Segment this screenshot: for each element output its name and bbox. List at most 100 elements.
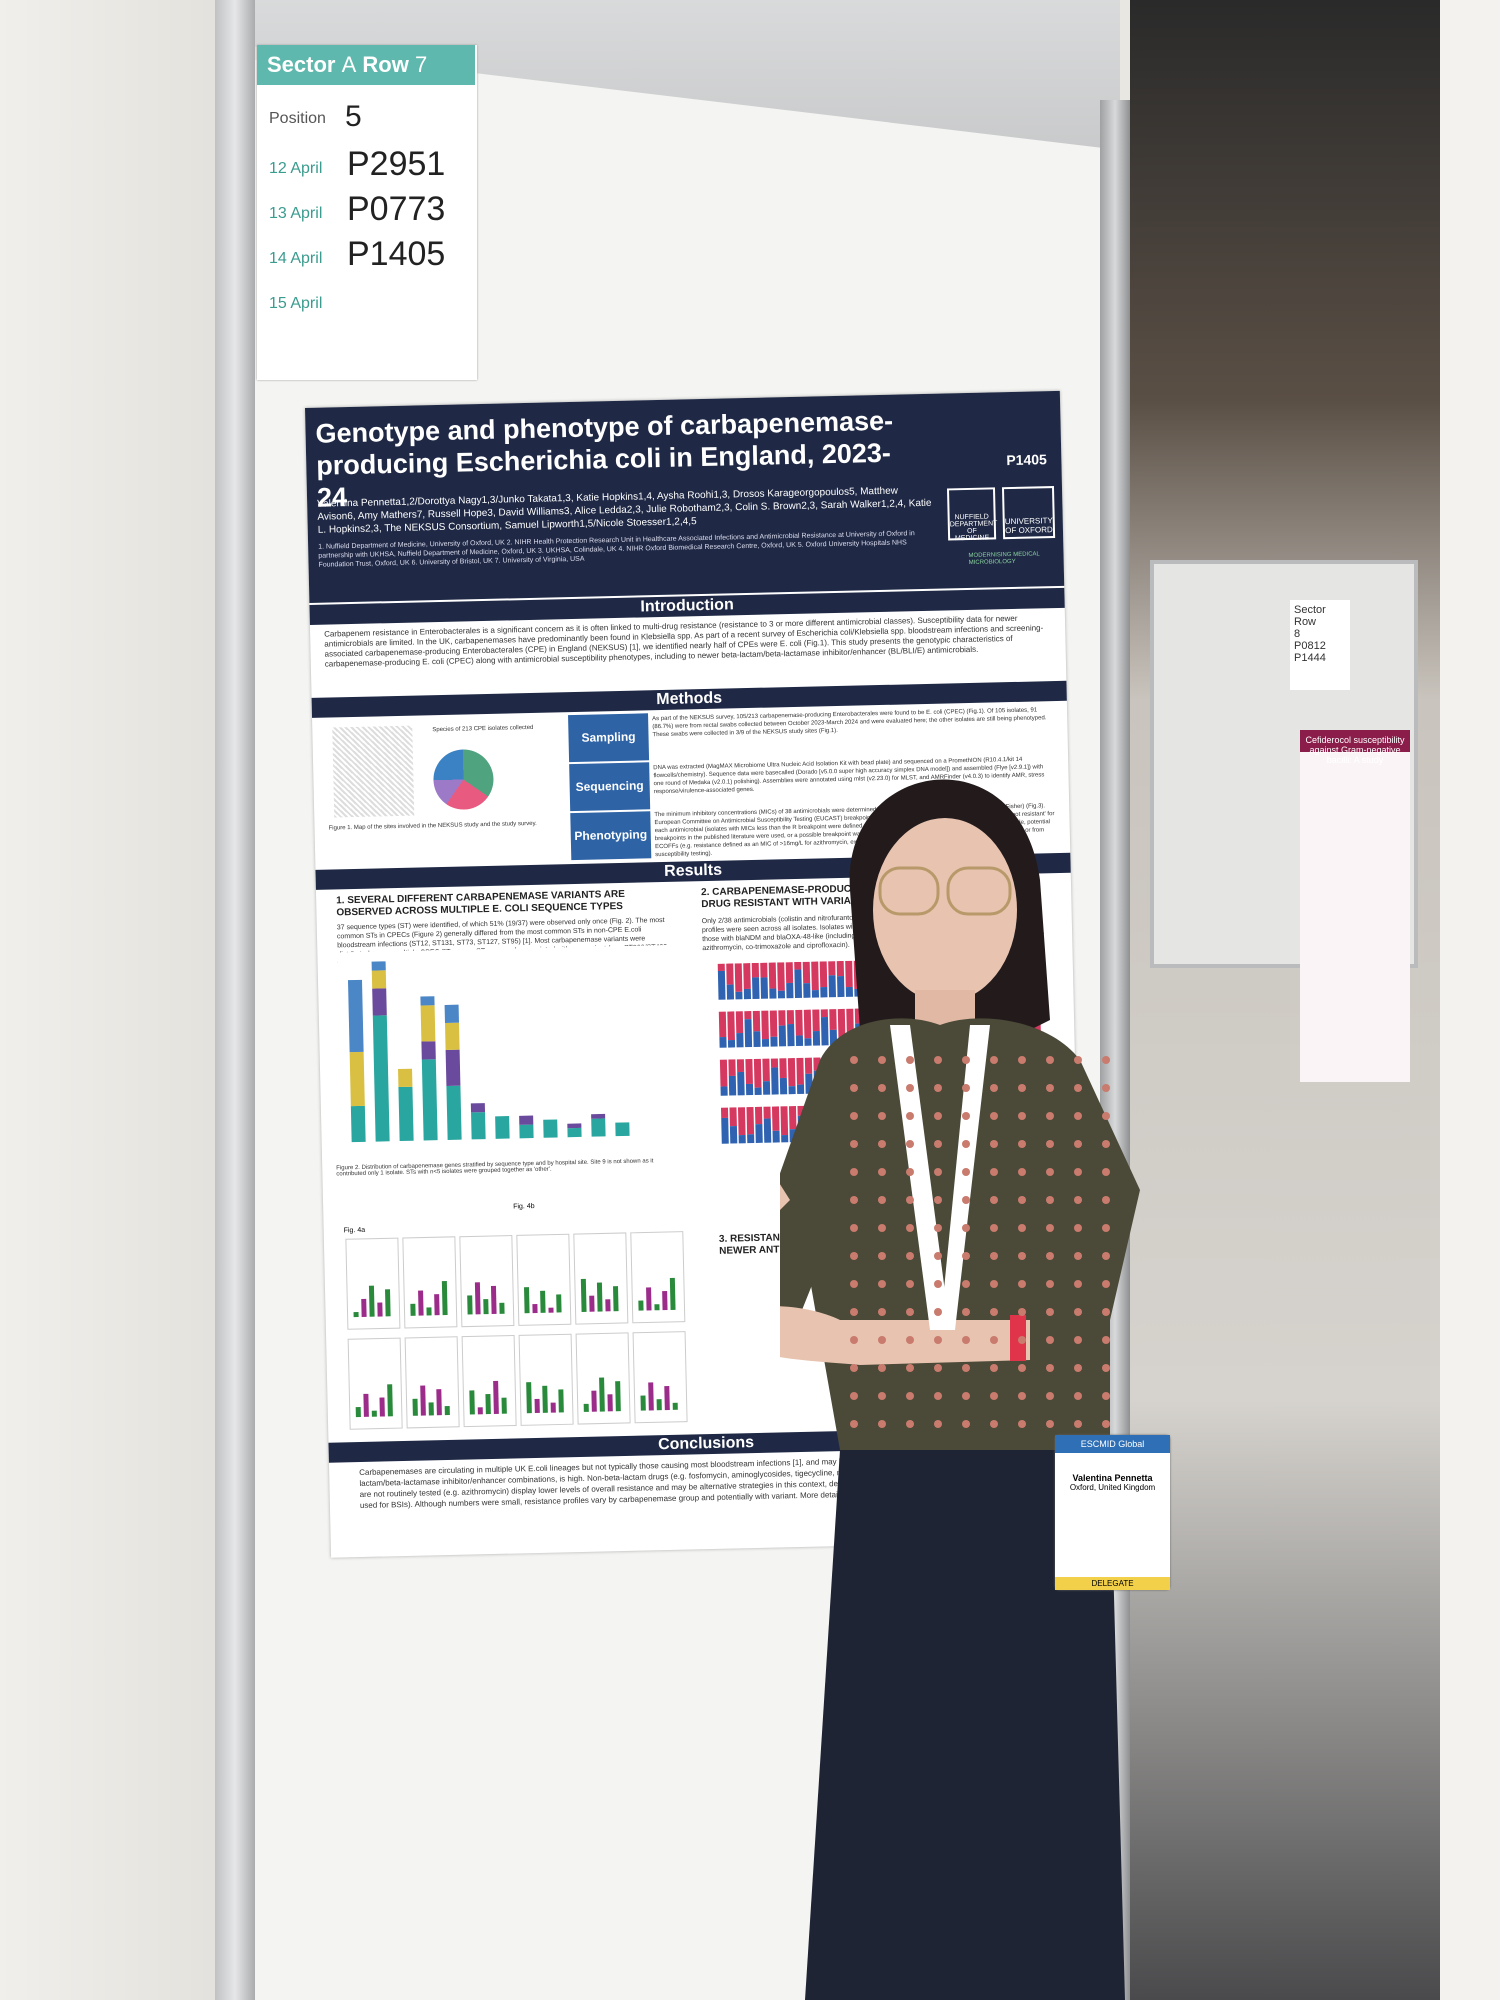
resistant-bar xyxy=(802,961,811,984)
shirt-dot xyxy=(906,1336,914,1344)
shirt-dot xyxy=(1018,1280,1026,1288)
resistant-bar xyxy=(728,1059,736,1076)
bar-segment xyxy=(371,970,387,989)
resistant-bar xyxy=(729,1107,737,1127)
sequencing-label: Sequencing xyxy=(569,762,651,812)
not-resistant-bar xyxy=(820,1017,829,1046)
resistant-bar xyxy=(726,963,734,985)
shirt-dot xyxy=(962,1336,970,1344)
mic-bar xyxy=(441,1281,448,1316)
not-resistant-bar xyxy=(738,1134,746,1144)
bar-segment xyxy=(444,1004,459,1023)
not-resistant-bar xyxy=(770,1036,778,1047)
sequence-type-bar-chart xyxy=(337,944,683,1163)
resistant-bar xyxy=(734,963,743,992)
resistant-bar xyxy=(768,962,777,989)
not-resistant-bar xyxy=(720,1086,728,1096)
bar-segment xyxy=(372,988,387,1016)
shirt-dot xyxy=(1102,1056,1110,1064)
shirt-dot xyxy=(1102,1112,1110,1120)
shirt-dot xyxy=(1074,1140,1082,1148)
resistant-bar xyxy=(794,961,802,970)
shirt-dot xyxy=(1074,1084,1082,1092)
not-resistant-bar xyxy=(772,1130,780,1143)
shirt-dot xyxy=(1074,1336,1082,1344)
resistant-bar xyxy=(836,960,845,977)
bar-segment xyxy=(398,1086,414,1142)
mic-bar xyxy=(426,1307,432,1316)
shirt-dot xyxy=(850,1420,858,1428)
mic-panel xyxy=(459,1235,515,1328)
shirt-dot xyxy=(906,1168,914,1176)
shirt-dot xyxy=(1102,1140,1110,1148)
mic-bar xyxy=(501,1397,507,1414)
shirt-dot xyxy=(850,1224,858,1232)
shirt-dot xyxy=(934,1308,942,1316)
bar-segment xyxy=(591,1113,606,1119)
shirt-dot xyxy=(1074,1056,1082,1064)
figure4b-label: Fig. 4b xyxy=(513,1202,535,1211)
shirt-dot xyxy=(1102,1168,1110,1176)
mic-bar xyxy=(474,1282,481,1315)
shirt-dot xyxy=(906,1224,914,1232)
bar-segment xyxy=(444,1022,460,1050)
shirt-dot xyxy=(878,1196,886,1204)
bar-segment xyxy=(495,1116,510,1139)
mic-bar xyxy=(550,1402,556,1413)
shirt-dot xyxy=(906,1364,914,1372)
mic-bar xyxy=(591,1390,597,1412)
mic-bar xyxy=(379,1397,385,1417)
mic-bar xyxy=(371,1410,377,1417)
not-resistant-bar xyxy=(795,1035,804,1047)
shirt-dot xyxy=(850,1140,858,1148)
not-resistant-bar xyxy=(755,1124,763,1143)
shirt-dot xyxy=(1102,1308,1110,1316)
shirt-dot xyxy=(906,1420,914,1428)
mic-bar xyxy=(656,1399,662,1411)
resistant-bar xyxy=(719,1059,728,1087)
resistant-bar xyxy=(737,1107,746,1136)
resistant-bar xyxy=(779,1058,787,1079)
shirt-dot xyxy=(990,1336,998,1344)
shirt-dot xyxy=(1018,1196,1026,1204)
mic-bar xyxy=(368,1285,375,1317)
shirt-dot xyxy=(850,1168,858,1176)
shirt-dot xyxy=(934,1140,942,1148)
not-resistant-bar xyxy=(812,1031,821,1046)
resistant-bar xyxy=(717,963,725,971)
row-label: Row xyxy=(362,52,409,77)
mic-bar xyxy=(499,1302,505,1314)
shirt-dot xyxy=(962,1308,970,1316)
shirt-dot xyxy=(962,1056,970,1064)
not-resistant-bar xyxy=(753,1031,761,1047)
background-sector-label: Sector xyxy=(1294,604,1326,616)
not-resistant-bar xyxy=(752,977,760,999)
not-resistant-bar xyxy=(820,986,828,998)
background-code: P1444 xyxy=(1294,652,1326,664)
mic-panel xyxy=(573,1232,629,1325)
left-wall xyxy=(0,0,230,2000)
sector-label: Sector xyxy=(267,52,336,77)
not-resistant-bar xyxy=(717,970,726,1000)
shirt-dot xyxy=(962,1168,970,1176)
poster-code: P1405 xyxy=(347,235,446,273)
resistant-bar xyxy=(846,1008,854,1035)
shirt-dot xyxy=(1046,1224,1054,1232)
not-resistant-bar xyxy=(736,1033,744,1048)
mic-bar xyxy=(607,1394,613,1412)
not-resistant-bar xyxy=(803,983,811,998)
mic-bar xyxy=(558,1389,564,1413)
bar-segment xyxy=(445,1049,461,1086)
mic-bar xyxy=(412,1398,418,1416)
shirt-dot xyxy=(850,1280,858,1288)
shirt-dot xyxy=(850,1336,858,1344)
shirt-dot xyxy=(934,1420,942,1428)
resistant-bar xyxy=(829,1009,837,1030)
resistant-bar xyxy=(762,1058,770,1082)
shirt-dot xyxy=(878,1140,886,1148)
resistant-bar xyxy=(788,1106,797,1130)
resistant-bar xyxy=(837,1008,846,1038)
mmm-logo: MODERNISING MEDICAL MICROBIOLOGY xyxy=(968,551,1040,566)
bar-segment xyxy=(591,1118,606,1137)
shirt-dot xyxy=(1074,1392,1082,1400)
